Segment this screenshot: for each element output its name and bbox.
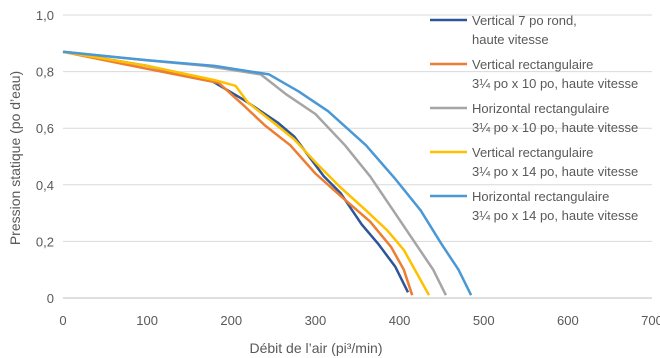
y-tick-label: 0,2 xyxy=(36,234,54,249)
y-tick-label: 0 xyxy=(47,291,54,306)
legend-item: Vertical 7 po rond, haute vitesse xyxy=(430,13,577,47)
legend-label: Vertical rectangulaire xyxy=(472,145,593,160)
legend-label: 3¼ po x 14 po, haute vitesse xyxy=(472,164,638,179)
legend-label: haute vitesse xyxy=(472,32,549,47)
series-line-2 xyxy=(62,50,414,296)
legend-label: Vertical 7 po rond, xyxy=(472,13,577,28)
y-tick-label: 0,4 xyxy=(36,178,54,193)
legend-item: Horizontal rectangulaire 3¼ po x 14 po, h… xyxy=(430,189,638,223)
series-line-4 xyxy=(62,50,431,296)
legend-label: Horizontal rectangulaire xyxy=(472,189,609,204)
legend-item: Vertical rectangulaire 3¼ po x 10 po, hau… xyxy=(430,57,638,91)
x-tick-label: 200 xyxy=(220,313,242,328)
y-tick-label: 1,0 xyxy=(36,8,54,23)
x-tick-label: 400 xyxy=(389,313,411,328)
series-lines xyxy=(62,50,473,296)
x-tick-label: 600 xyxy=(557,313,579,328)
x-tick-label: 100 xyxy=(136,313,158,328)
x-tick-label: 300 xyxy=(305,313,327,328)
y-tick-label: 0,8 xyxy=(36,65,54,80)
legend-item: Vertical rectangulaire 3¼ po x 14 po, hau… xyxy=(430,145,638,179)
legend-label: 3¼ po x 10 po, haute vitesse xyxy=(472,76,638,91)
x-tick-labels: 0 100 200 300 400 500 600 700 xyxy=(59,313,660,328)
legend-item: Horizontal rectangulaire 3¼ po x 10 po, h… xyxy=(430,101,638,135)
x-tick-label: 0 xyxy=(59,313,66,328)
legend-label: Vertical rectangulaire xyxy=(472,57,593,72)
legend-label: 3¼ po x 10 po, haute vitesse xyxy=(472,120,638,135)
x-tick-label: 500 xyxy=(473,313,495,328)
legend: Vertical 7 po rond,haute vitesseVertical… xyxy=(430,13,638,223)
x-tick-label: 700 xyxy=(641,313,660,328)
x-axis-title: Débit de l’air (pi³/min) xyxy=(249,340,382,356)
y-tick-label: 0,6 xyxy=(36,121,54,136)
y-axis-title: Pression statique (po d’eau) xyxy=(7,71,23,245)
legend-label: Horizontal rectangulaire xyxy=(472,101,609,116)
y-tick-labels: 0 0,2 0,4 0,6 0,8 1,0 xyxy=(36,8,54,306)
series-line-5 xyxy=(62,50,473,296)
legend-label: 3¼ po x 14 po, haute vitesse xyxy=(472,208,638,223)
